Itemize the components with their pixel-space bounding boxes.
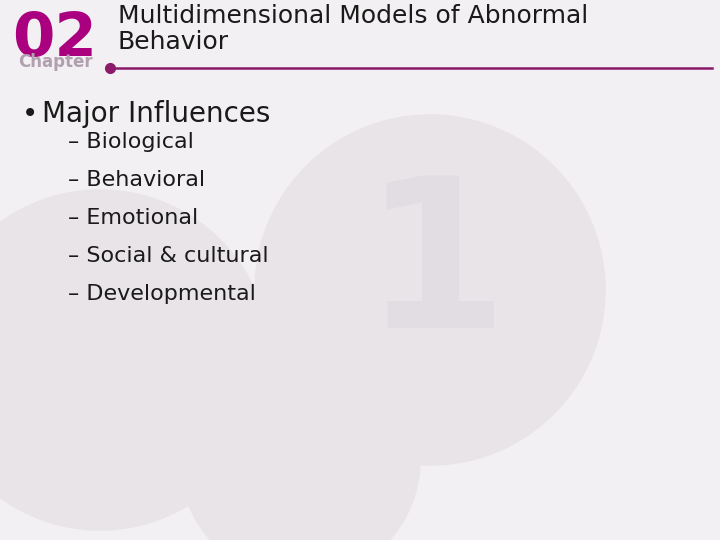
Text: – Emotional: – Emotional: [68, 208, 198, 228]
Text: – Biological: – Biological: [68, 132, 194, 152]
Text: 02: 02: [12, 10, 97, 69]
Text: Multidimensional Models of Abnormal: Multidimensional Models of Abnormal: [118, 4, 588, 28]
Circle shape: [255, 115, 605, 465]
Circle shape: [180, 340, 420, 540]
Text: •: •: [22, 100, 38, 128]
Text: – Social & cultural: – Social & cultural: [68, 246, 269, 266]
Text: Behavior: Behavior: [118, 30, 229, 54]
Text: – Behavioral: – Behavioral: [68, 170, 205, 190]
Text: Major Influences: Major Influences: [42, 100, 271, 128]
Circle shape: [0, 190, 270, 530]
Text: – Developmental: – Developmental: [68, 284, 256, 304]
Text: Chapter: Chapter: [18, 53, 92, 71]
Text: 1: 1: [362, 169, 508, 371]
